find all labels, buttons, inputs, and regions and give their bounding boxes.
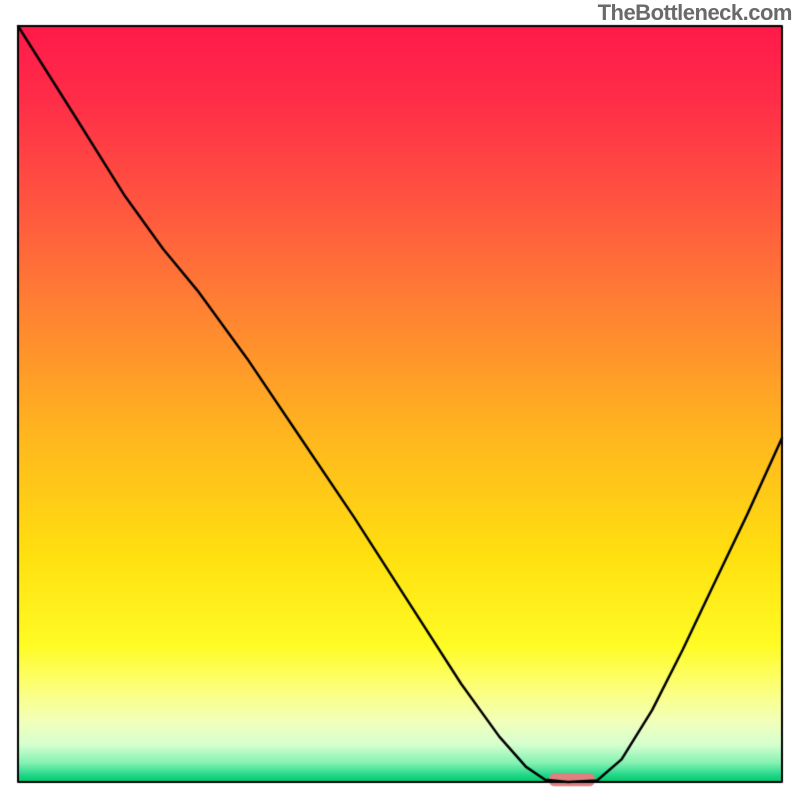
bottleneck-chart [0, 0, 800, 800]
watermark-label: TheBottleneck.com [598, 0, 792, 26]
